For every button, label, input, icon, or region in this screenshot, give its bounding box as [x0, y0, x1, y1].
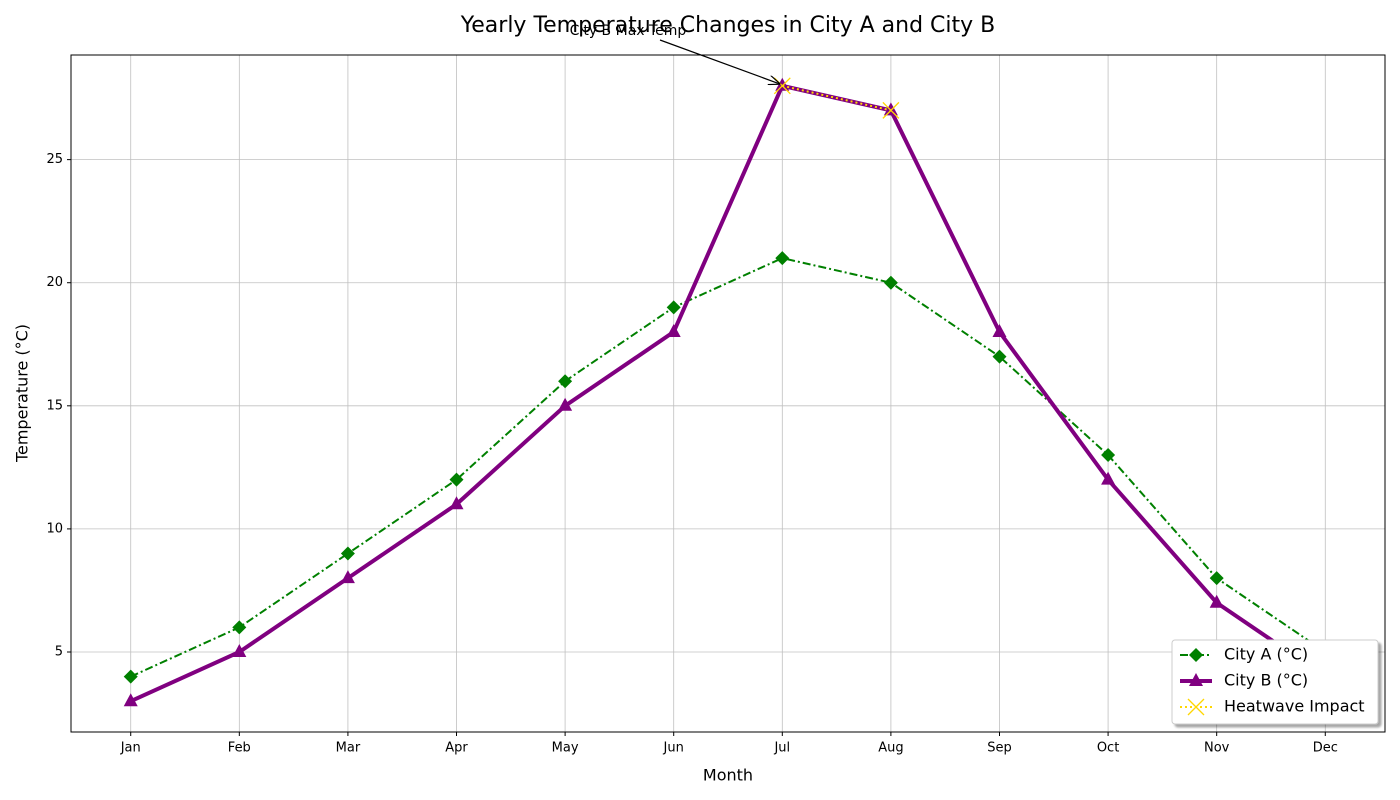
legend-label: Heatwave Impact	[1224, 697, 1365, 716]
x-tick-label: Dec	[1313, 741, 1338, 756]
x-axis-label: Month	[703, 766, 753, 785]
chart-title: Yearly Temperature Changes in City A and…	[460, 13, 996, 38]
series-line	[129, 83, 1327, 704]
annotation-text: City B Max Temp	[570, 23, 687, 39]
x-tick-label: Oct	[1097, 741, 1119, 756]
point	[340, 546, 355, 561]
series-line	[130, 257, 1326, 678]
x-tick-label: Sep	[987, 741, 1012, 756]
legend-label: City B (°C)	[1224, 671, 1308, 690]
point	[992, 323, 1007, 337]
legend-marker	[1189, 648, 1203, 662]
x-tick-label: Feb	[228, 741, 251, 756]
legend-marker	[1187, 698, 1205, 716]
y-tick-label: 20	[46, 275, 63, 290]
point	[666, 323, 681, 337]
point	[883, 102, 898, 116]
y-axis-label: Temperature (°C)	[13, 324, 32, 463]
y-tick-label: 25	[46, 152, 63, 167]
point	[123, 693, 138, 707]
point	[1209, 571, 1224, 586]
x-tick-label: Jul	[773, 741, 790, 756]
point	[232, 643, 247, 657]
point	[992, 349, 1007, 364]
point	[1101, 471, 1116, 485]
point	[449, 472, 464, 487]
x-tick-label: Mar	[336, 741, 361, 756]
x-tick-label: Nov	[1204, 741, 1230, 756]
x-tick-label: Apr	[445, 741, 468, 756]
point	[666, 300, 681, 315]
x-tick-label: May	[552, 741, 579, 756]
series-line	[782, 84, 892, 112]
point	[449, 496, 464, 510]
y-tick-label: 5	[55, 644, 63, 659]
point	[775, 251, 790, 266]
legend-marker	[1189, 673, 1203, 686]
y-tick-label: 10	[46, 521, 63, 536]
legend-box	[1171, 639, 1379, 725]
x-tick-label: Jan	[120, 741, 141, 756]
point	[558, 397, 573, 411]
legend: City A (°C) City B (°C) Heatwave Impact	[1171, 639, 1379, 725]
point	[123, 669, 138, 684]
point	[775, 77, 790, 91]
point	[1101, 448, 1116, 463]
point	[558, 374, 573, 389]
y-tick-label: 15	[46, 398, 63, 413]
point	[232, 620, 247, 635]
plot-frame	[70, 54, 1386, 733]
point	[1209, 594, 1224, 608]
x-tick-label: Jun	[663, 741, 684, 756]
point	[340, 570, 355, 584]
x-tick-label: Aug	[878, 741, 903, 756]
point	[883, 275, 898, 290]
point	[882, 101, 900, 119]
annotation-arrow	[659, 39, 779, 84]
legend-label: City A (°C)	[1224, 645, 1308, 664]
